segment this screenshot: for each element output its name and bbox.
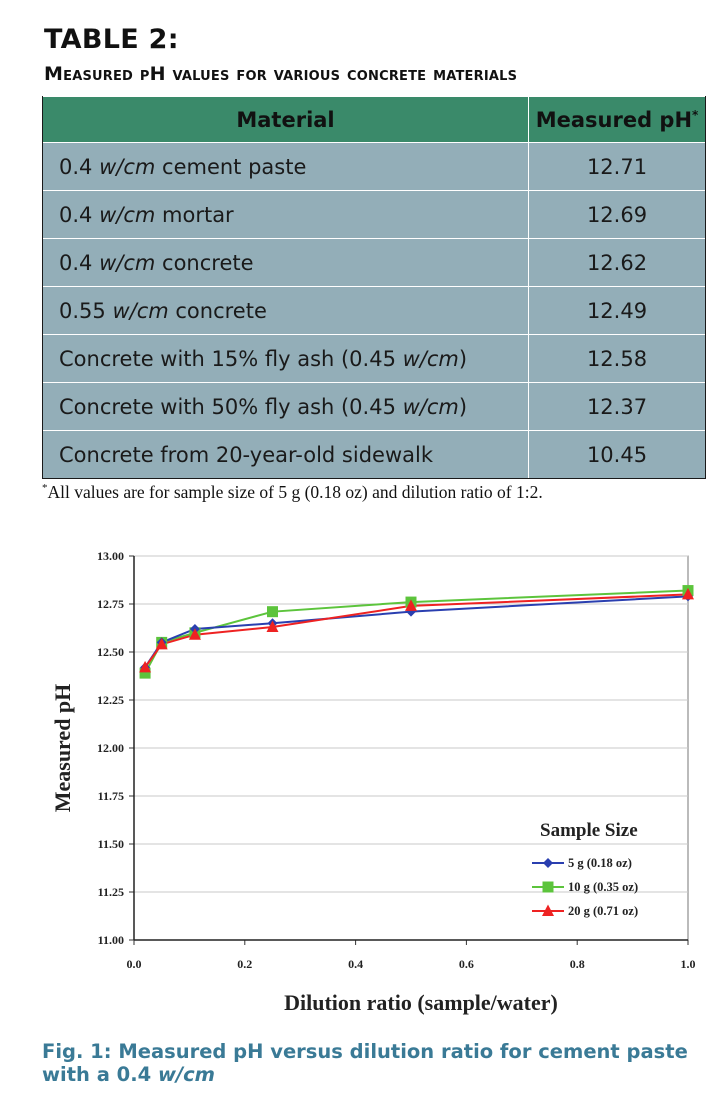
table-header-row: Material Measured pH* (42, 96, 706, 143)
legend-label: 5 g (0.18 oz) (568, 856, 632, 870)
ph-value: 10.45 (528, 430, 706, 479)
ph-value: 12.58 (528, 334, 706, 383)
header-ph-mark: * (692, 107, 699, 122)
y-tick-label: 11.25 (98, 885, 124, 899)
x-tick-label: 0.4 (348, 957, 363, 971)
wcm-text: w/cm (99, 202, 156, 227)
table-row: Concrete with 15% fly ash (0.45 w/cm) 12… (42, 334, 706, 383)
legend-label: 10 g (0.35 oz) (568, 880, 638, 894)
table-subtitle: Measured pH values for various concrete … (44, 63, 518, 85)
legend-label: 20 g (0.71 oz) (568, 904, 638, 918)
data-point (139, 667, 151, 679)
y-tick-label: 11.75 (98, 789, 124, 803)
data-point (139, 660, 152, 673)
y-tick-label: 13.00 (97, 549, 124, 563)
material-cell: 0.4 w/cm cement paste (42, 142, 529, 191)
material-text: Concrete from 20-year-old sidewalk (59, 442, 433, 467)
x-tick-label: 0.0 (127, 957, 142, 971)
data-point (266, 620, 279, 633)
y-tick-label: 12.00 (97, 741, 124, 755)
material-text-end: ) (458, 346, 468, 371)
wcm-text: w/cm (99, 154, 156, 179)
table-footnote: *All values are for sample size of 5 g (… (42, 482, 543, 503)
table-frame-right (705, 96, 706, 478)
wcm-text: w/cm (402, 346, 459, 371)
y-axis-label: Measured pH (50, 684, 75, 813)
ph-value: 12.62 (528, 238, 706, 287)
material-cell: Concrete with 15% fly ash (0.45 w/cm) (42, 334, 529, 383)
table-row: Concrete from 20-year-old sidewalk 10.45 (42, 430, 706, 479)
table-row: 0.4 w/cm mortar 12.69 (42, 190, 706, 239)
table-frame-left (42, 96, 43, 478)
material-text-end: mortar (155, 202, 234, 227)
ph-dilution-chart: 11.00 11.25 11.50 11.75 12.00 12.25 12.50 12.75… (50, 549, 696, 1015)
table-row: Concrete with 50% fly ash (0.45 w/cm) 12… (42, 382, 706, 431)
footnote-text: All values are for sample size of 5 g (0… (47, 482, 543, 502)
material-cell: Concrete from 20-year-old sidewalk (42, 430, 529, 479)
ph-value: 12.69 (528, 190, 706, 239)
table-row: 0.4 w/cm cement paste 12.71 (42, 142, 706, 191)
y-tick-label: 11.00 (98, 933, 124, 947)
material-text-end: concrete (168, 298, 267, 323)
y-tick-label: 12.50 (97, 645, 124, 659)
material-cell: 0.4 w/cm mortar (42, 190, 529, 239)
x-tick-label: 0.8 (570, 957, 585, 971)
x-tick-label: 0.2 (237, 957, 252, 971)
material-text: 0.55 (59, 298, 113, 323)
wcm-text: w/cm (99, 250, 156, 275)
material-text: Concrete with 15% fly ash (0.45 (59, 346, 403, 371)
x-tick-label: 0.6 (459, 957, 474, 971)
legend-marker (543, 858, 553, 868)
data-point (267, 606, 278, 618)
x-tick-label: 1.0 (681, 957, 696, 971)
y-tick-label: 12.75 (97, 597, 124, 611)
header-ph-label: Measured pH (535, 107, 693, 132)
legend-marker (542, 904, 554, 916)
footnote-mark: * (42, 482, 48, 495)
table-row: 0.55 w/cm concrete 12.49 (42, 286, 706, 335)
material-text: Concrete with 50% fly ash (0.45 (59, 394, 403, 419)
legend-title: Sample Size (540, 820, 638, 841)
material-cell: 0.4 w/cm concrete (42, 238, 529, 287)
y-tick-label: 12.25 (97, 693, 124, 707)
material-text: 0.4 (59, 250, 100, 275)
ph-value: 12.37 (528, 382, 706, 431)
figure-caption: Fig. 1: Measured pH versus dilution rati… (42, 1040, 692, 1086)
wcm-text: w/cm (402, 394, 459, 419)
data-point (682, 587, 694, 600)
ph-value: 12.71 (528, 142, 706, 191)
data-point (188, 628, 201, 640)
caption-text: Fig. 1: Measured pH versus dilution rati… (42, 1040, 688, 1086)
y-tick-label: 11.50 (98, 837, 124, 851)
material-text: 0.4 (59, 202, 100, 227)
header-measured-ph: Measured pH* (528, 96, 706, 143)
table-row: 0.4 w/cm concrete 12.62 (42, 238, 706, 287)
header-material: Material (42, 96, 529, 143)
table-title: TABLE 2: (44, 24, 179, 55)
data-point (405, 599, 417, 611)
caption-wcm: w/cm (157, 1063, 215, 1086)
legend-marker (542, 881, 554, 893)
ph-value: 12.49 (528, 286, 706, 335)
x-axis-label: Dilution ratio (sample/water) (284, 990, 558, 1015)
material-cell: 0.55 w/cm concrete (42, 286, 529, 335)
material-text: 0.4 (59, 154, 100, 179)
material-cell: Concrete with 50% fly ash (0.45 w/cm) (42, 382, 529, 431)
material-text-end: concrete (155, 250, 254, 275)
ph-table: Material Measured pH* 0.4 w/cm cement pa… (42, 96, 706, 479)
material-text-end: ) (458, 394, 468, 419)
wcm-text: w/cm (112, 298, 169, 323)
data-point (406, 606, 416, 617)
material-text-end: cement paste (155, 154, 307, 179)
data-point (155, 637, 168, 650)
